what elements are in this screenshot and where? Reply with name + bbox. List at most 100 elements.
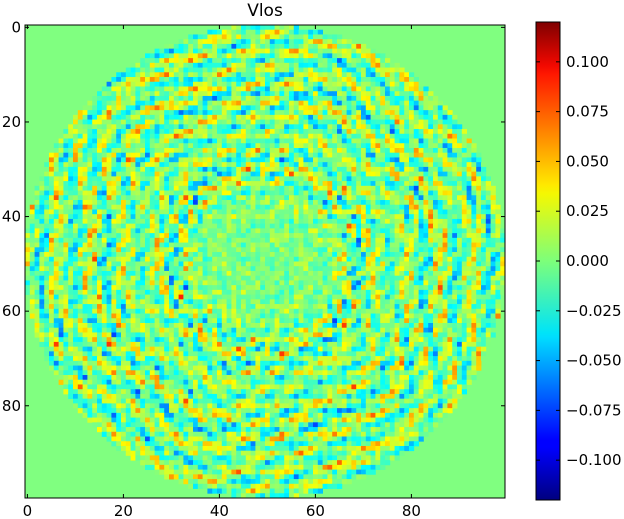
heatmap-cell [356,53,362,59]
heatmap-cell [346,138,352,144]
heatmap-cell [154,237,160,243]
heatmap-cell [394,124,400,130]
heatmap-cell [140,129,146,135]
heatmap-cell [385,110,391,116]
heatmap-cell [322,289,328,296]
heatmap-cell [236,256,242,262]
heatmap-cell [442,147,448,154]
heatmap-cell [313,261,319,267]
heatmap-cell [111,308,117,314]
heatmap-cell [241,147,247,154]
heatmap-cell [111,270,117,277]
heatmap-cell [77,190,83,196]
heatmap-cell [159,147,165,154]
heatmap-cell [255,53,261,59]
heatmap-cell [346,43,352,50]
heatmap-cell [255,280,261,286]
heatmap-cell [269,119,275,125]
heatmap-cell [337,81,343,87]
heatmap-cell [111,214,117,220]
heatmap-cell [322,190,328,196]
heatmap-cell [169,209,175,215]
heatmap-cell [106,228,112,234]
heatmap-cell [375,67,381,73]
heatmap-cell [226,270,232,277]
heatmap-cell [149,209,155,215]
heatmap-cell [308,43,314,50]
heatmap-cell [317,95,323,102]
heatmap-cell [380,266,386,272]
heatmap-cell [149,256,155,262]
heatmap-cell [49,308,55,314]
heatmap-cell [260,204,266,210]
heatmap-cell [121,133,127,139]
heatmap-cell [140,304,146,310]
heatmap-cell [173,110,179,116]
heatmap-cell [346,237,352,243]
heatmap-cell [413,289,419,296]
heatmap-cell [63,270,69,277]
heatmap-cell [385,270,391,277]
heatmap-cell [212,266,218,272]
heatmap-cell [231,289,237,296]
heatmap-cell [409,171,415,177]
heatmap-cell [327,100,333,106]
heatmap-cell [92,181,98,187]
heatmap-cell [226,289,232,296]
heatmap-cell [471,304,477,310]
heatmap-cell [452,152,458,158]
heatmap-cell [452,304,458,310]
heatmap-cell [317,275,323,281]
heatmap-cell [226,53,232,59]
heatmap-cell [327,138,333,144]
heatmap-cell [317,34,323,40]
heatmap-cell [207,81,213,87]
heatmap-cell [365,162,371,168]
heatmap-cell [226,214,232,220]
heatmap-cell [313,72,319,78]
heatmap-cell [63,195,69,201]
heatmap-cell [149,162,155,168]
heatmap-cell [361,58,367,64]
heatmap-cell [212,195,218,201]
heatmap-cell [341,308,347,314]
heatmap-cell [77,110,83,116]
heatmap-cell [202,34,208,40]
heatmap-cell [197,266,203,272]
heatmap-cell [87,100,93,106]
heatmap-cell [77,147,83,154]
heatmap-cell [265,29,271,35]
heatmap-cell [409,143,415,149]
heatmap-cell [404,252,410,258]
heatmap-cell [322,48,328,54]
heatmap-cell [380,285,386,291]
heatmap-cell [413,181,419,187]
heatmap-cell [106,242,112,248]
heatmap-cell [250,308,256,314]
heatmap-cell [125,181,131,187]
heatmap-cell [217,110,223,116]
heatmap-cell [159,308,165,314]
heatmap-cell [370,147,376,154]
heatmap-cell [265,119,271,125]
heatmap-cell [389,176,395,182]
heatmap-cell [255,105,261,111]
heatmap-cell [58,152,64,158]
heatmap-cell [250,190,256,196]
heatmap-cell [212,294,218,300]
heatmap-cell [49,162,55,168]
heatmap-cell [154,285,160,291]
heatmap-cell [337,195,343,201]
heatmap-cell [260,91,266,97]
heatmap-cell [452,261,458,267]
heatmap-cell [332,233,338,239]
heatmap-cell [207,270,213,277]
heatmap-cell [361,95,367,102]
heatmap-cell [169,200,175,206]
heatmap-cell [250,280,256,286]
heatmap-cell [375,204,381,210]
heatmap-cell [183,299,189,305]
heatmap-cell [231,256,237,262]
heatmap-cell [164,252,170,258]
heatmap-cell [332,299,338,305]
